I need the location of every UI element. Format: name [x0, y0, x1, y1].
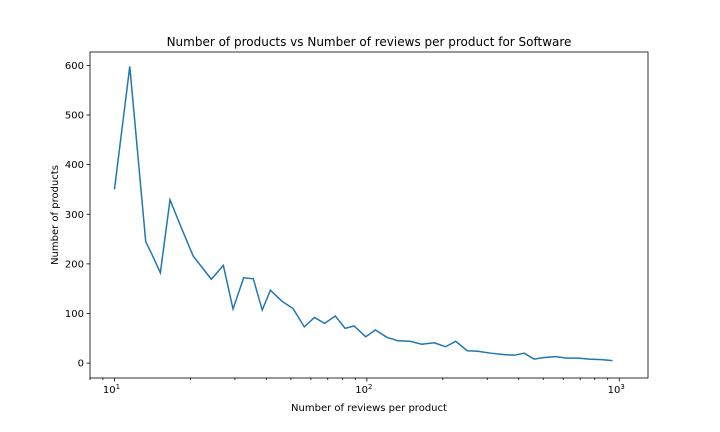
- y-tick-label: 0: [78, 359, 84, 370]
- y-axis-label: Number of products: [50, 165, 61, 265]
- y-tick-label: 500: [65, 111, 84, 122]
- y-tick-label: 300: [65, 210, 84, 221]
- x-axis: 101 102 103: [89, 378, 625, 396]
- chart-title: Number of products vs Number of reviews …: [167, 35, 572, 49]
- plot-frame: [89, 51, 649, 379]
- x-axis-label: Number of reviews per product: [291, 403, 447, 414]
- x-tick-label: 102: [355, 383, 372, 396]
- x-tick-label: 101: [103, 383, 120, 396]
- y-tick-label: 400: [65, 160, 84, 171]
- y-tick-label: 600: [65, 61, 84, 72]
- y-tick-label: 200: [65, 259, 84, 270]
- plot-area: [89, 51, 649, 379]
- series-line: [113, 66, 613, 362]
- y-tick-label: 100: [65, 309, 84, 320]
- x-tick-label: 103: [608, 383, 625, 396]
- y-axis: 0 100 200 300 400 500 600: [65, 61, 90, 370]
